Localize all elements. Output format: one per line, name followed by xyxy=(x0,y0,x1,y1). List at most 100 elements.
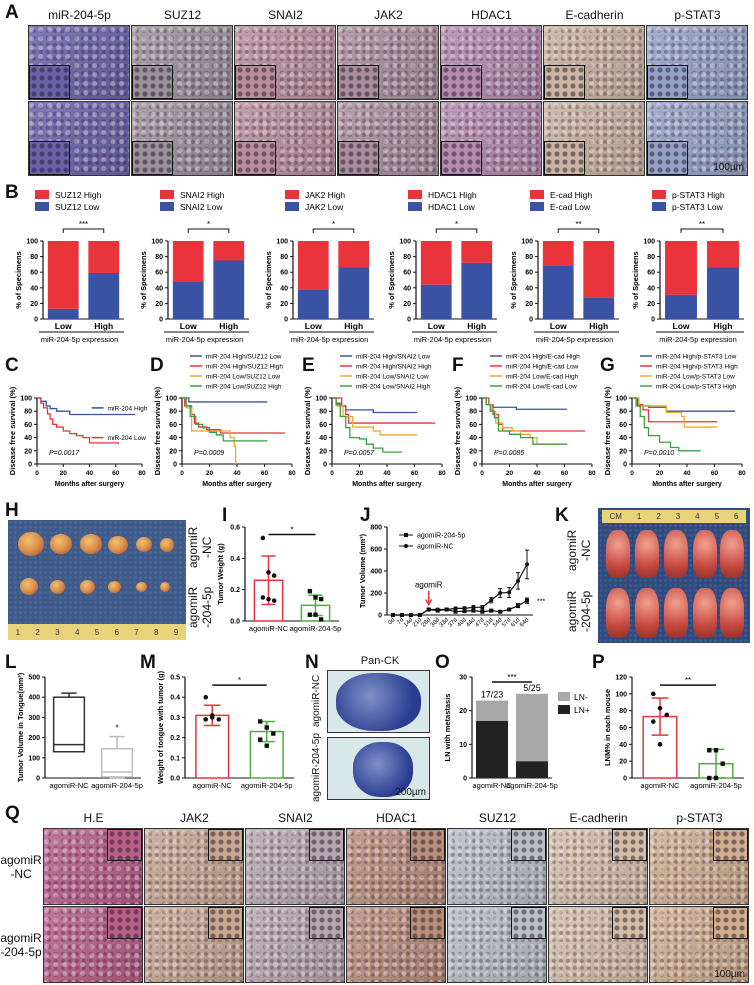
p-value: P=0.0009 xyxy=(194,450,224,457)
data-point xyxy=(453,609,458,614)
significance-bracket xyxy=(187,228,230,233)
bar-segment xyxy=(213,260,245,319)
legend-label: SUZ12 High xyxy=(55,190,102,200)
y-tick-label: 20 xyxy=(619,759,627,766)
y-tick-label: 80 xyxy=(30,254,38,261)
y-tick-label: 40 xyxy=(619,742,627,749)
x-tick-label: 44d xyxy=(465,617,476,628)
data-point xyxy=(462,606,467,611)
y-axis-label: Weight of tongue with tumor (g) xyxy=(156,670,165,784)
ihc-image xyxy=(144,828,244,905)
ruler-mark: 6 xyxy=(114,627,119,637)
bar-segment xyxy=(461,241,493,263)
y-axis-label: LN with metastasis xyxy=(443,694,452,762)
x-tick-label: agomiR-204-5p xyxy=(241,781,293,790)
panel-q-ihc-grid: H.E JAK2 SNAI2 HDAC1 SUZ12 E-cadherin p-STAT3 1… xyxy=(0,805,754,985)
tumor-specimen xyxy=(50,534,72,554)
bar-label: 17/23 xyxy=(481,690,504,700)
panel-n-title: Pan-CK xyxy=(360,655,400,667)
ruler-mark: 3 xyxy=(675,512,681,521)
pan-ck-image-204: 200µm xyxy=(327,737,430,800)
x-tick-label: 33d xyxy=(439,617,450,628)
panel-label-h: H xyxy=(5,500,19,521)
y-axis-label: % of Specimens xyxy=(264,251,273,309)
ihc-image: 100µm xyxy=(646,101,748,176)
chart-o-ln-metastasis: 0 10 20 30 LN with metastasis agomiR-NCagomiR… xyxy=(443,673,590,790)
row-label: agomiR -NC xyxy=(0,852,42,881)
ihc-image xyxy=(43,828,143,905)
tongue-specimen xyxy=(693,530,717,578)
y-axis-label: Disease free survival (%) xyxy=(453,386,462,475)
legend-label: SNAI2 Low xyxy=(180,202,223,212)
x-axis-label: Months after surgery xyxy=(652,481,722,488)
data-point xyxy=(435,607,440,612)
ihc-image xyxy=(543,101,645,176)
bar-segment xyxy=(420,241,452,285)
data-point xyxy=(489,608,494,613)
panel-label-b: B xyxy=(5,182,19,203)
y-tick-label: 20 xyxy=(155,301,163,308)
panel-label-c: C xyxy=(5,355,19,376)
ruler-mark: 6 xyxy=(734,512,739,521)
bar-segment xyxy=(476,720,508,778)
y-tick-label: 20 xyxy=(24,448,32,455)
row-label-nc: agomiR-NC xyxy=(311,674,322,728)
y-tick-label: 60 xyxy=(525,270,533,277)
ihc-image xyxy=(548,906,648,983)
y-tick-label: 60 xyxy=(403,270,411,277)
x-tick-label: High xyxy=(344,321,363,331)
column-header: HDAC1 xyxy=(376,811,417,825)
y-tick-label: 100 xyxy=(315,396,327,403)
bar-segment xyxy=(707,241,739,268)
data-point xyxy=(271,598,277,603)
y-tick-label: 0 xyxy=(284,317,288,324)
column-header: p-STAT3 xyxy=(674,8,721,22)
survival-curve xyxy=(482,397,586,432)
ihc-image xyxy=(337,101,439,176)
row-label-204: agomiR -204-5p xyxy=(186,586,214,629)
y-tick-label: 20 xyxy=(469,448,477,455)
y-axis-label: % of Specimens xyxy=(139,251,148,309)
x-tick-label: Low xyxy=(305,321,322,331)
x-tick-label: agomiR-NC xyxy=(49,781,89,790)
y-tick-label: 120 xyxy=(615,675,627,682)
y-axis-label: % of Specimens xyxy=(509,251,518,309)
legend-label: miR-204 High/SUZ12 High xyxy=(206,364,283,371)
ruler-mark: 5 xyxy=(714,512,720,521)
y-tick-label: 0 xyxy=(623,462,627,469)
y-tick-label: 500 xyxy=(28,675,40,682)
y-tick-label: 40 xyxy=(169,435,177,442)
x-axis-label: miR-204-5p expression xyxy=(41,335,119,344)
y-axis-label: Tumor Weight (g) xyxy=(216,543,225,605)
whisker xyxy=(109,735,125,779)
ihc-image xyxy=(28,101,130,176)
survival-curve xyxy=(332,397,418,414)
column-header: SNAI2 xyxy=(278,811,313,825)
chart-b-pstat3: p-STAT3 High p-STAT3 Low 0 20 40 60 80 100% of … xyxy=(631,190,744,344)
legend-label: miR-204 Low xyxy=(108,435,147,442)
panel-label-i: I xyxy=(222,505,228,526)
x-tick-label: 57d xyxy=(501,617,512,628)
y-tick-label: 0.2 xyxy=(170,735,180,742)
box xyxy=(100,747,134,778)
y-tick-label: 30 xyxy=(459,675,467,682)
ihc-image xyxy=(234,25,336,100)
y-tick-label: 20 xyxy=(280,301,288,308)
significance-bracket xyxy=(62,228,105,233)
tongue-specimen xyxy=(693,588,717,638)
ihc-image xyxy=(646,25,748,100)
panel-label-q: Q xyxy=(5,803,20,824)
magnified-inset xyxy=(510,829,546,862)
data-point xyxy=(209,713,215,718)
y-axis-label: Disease free survival (%) xyxy=(303,386,312,475)
data-point xyxy=(260,595,266,600)
y-tick-label: 20 xyxy=(619,448,627,455)
box xyxy=(52,696,86,753)
y-tick-label: 100 xyxy=(615,691,627,698)
y-tick-label: 0.3 xyxy=(170,715,180,722)
legend-label: miR-204 Low/p-STAT3 Low xyxy=(656,374,735,381)
data-point xyxy=(313,595,318,600)
significance-label: * xyxy=(207,220,210,229)
data-point xyxy=(264,725,269,730)
